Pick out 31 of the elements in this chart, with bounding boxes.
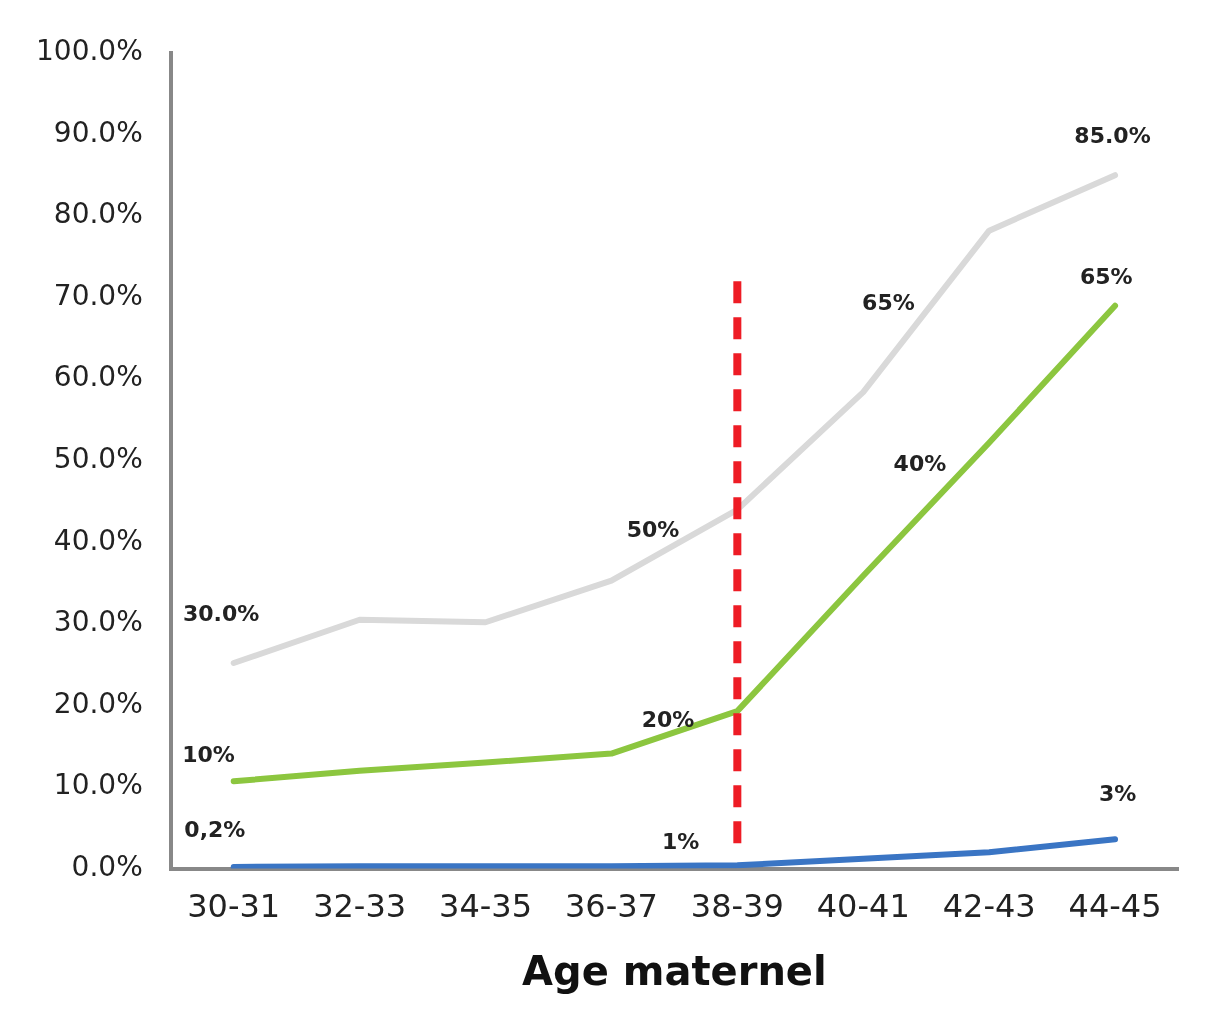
annotation: 10% [182,741,235,767]
annotation: 1% [662,829,700,855]
y-tick-label: 0.0% [71,849,143,883]
y-tick-label: 100.0% [36,34,143,68]
y-tick-label: 90.0% [53,115,143,149]
x-tick-label: 36-37 [564,887,658,926]
annotation: 3% [1098,780,1137,806]
annotation: 0,2% [184,816,246,842]
y-tick-label: 80.0% [53,197,143,231]
annotation: 20% [641,706,695,732]
y-tick-label: 40.0% [53,523,143,557]
x-tick-label: 34-35 [439,887,533,926]
annotation: 65% [862,289,915,315]
x-tick-label: 30-31 [187,887,281,926]
x-tick-label: 32-33 [313,887,407,926]
annotation: 40% [893,451,947,477]
annotation: 65% [1079,263,1133,289]
y-tick-label: 30.0% [53,605,143,639]
x-tick-label: 40-41 [816,887,910,926]
annotation: 50% [626,516,680,542]
y-tick-label: 20.0% [53,686,143,720]
x-tick-label: 44-45 [1068,887,1162,926]
y-tick-label: 70.0% [53,278,143,312]
x-axis-title: Age maternel [522,948,827,995]
y-tick-label: 60.0% [53,360,143,394]
x-tick-label: 42-43 [942,887,1036,926]
annotation: 85.0% [1074,122,1151,148]
y-tick-label: 10.0% [53,768,143,802]
x-tick-label: 38-39 [690,887,784,926]
annotation: 30.0% [182,601,260,627]
y-tick-label: 50.0% [53,441,143,475]
